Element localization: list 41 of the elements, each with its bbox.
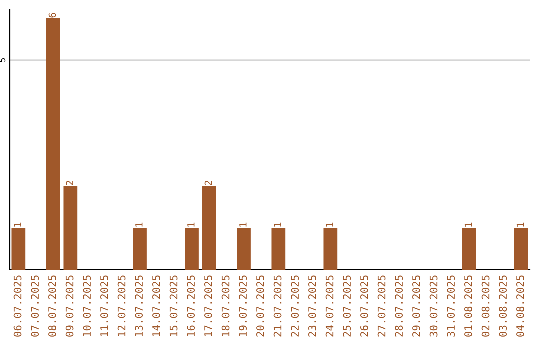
data-label: 1 (274, 222, 282, 227)
data-label: 6 (48, 13, 56, 18)
x-tick-label: 09.07.2025 (66, 276, 74, 337)
x-tick-label: 28.07.2025 (395, 276, 404, 337)
x-tick-label: 03.08.2025 (499, 276, 508, 337)
x-tick-label: 01.08.2025 (464, 276, 472, 337)
data-label: 2 (204, 181, 212, 186)
x-tick-label: 04.08.2025 (516, 276, 524, 337)
x-tick-label: 25.07.2025 (343, 276, 352, 337)
x-tick-label: 29.07.2025 (412, 276, 420, 337)
x-tick-label: 26.07.2025 (360, 276, 368, 337)
x-tick-label: 15.07.2025 (170, 276, 178, 336)
x-tick-label: 08.07.2025 (48, 276, 56, 337)
x-tick-label: 21.07.2025 (274, 276, 282, 337)
data-label: 1 (14, 222, 22, 227)
x-tick-label: 07.07.2025 (31, 276, 40, 337)
x-tick-label: 20.07.2025 (256, 276, 264, 337)
x-tick-label: 31.07.2025 (447, 276, 456, 337)
x-tick-label: 22.07.2025 (291, 276, 300, 337)
data-label: 1 (188, 222, 195, 227)
x-tick-label: 10.07.2025 (83, 276, 92, 336)
x-tick-label: 11.07.2025 (100, 276, 108, 336)
x-tick-label: 13.07.2025 (135, 276, 144, 336)
data-label: 1 (240, 222, 247, 227)
data-label: 1 (136, 222, 143, 227)
x-tick-label: 19.07.2025 (239, 276, 248, 336)
x-tick-label: 06.07.2025 (14, 276, 22, 337)
x-tick-label: 02.08.2025 (482, 276, 490, 337)
data-label: 1 (464, 222, 472, 227)
data-label: 1 (516, 222, 524, 227)
data-label: 2 (66, 181, 74, 186)
data-label: 1 (326, 222, 334, 227)
x-tick-label: 27.07.2025 (378, 276, 386, 337)
x-tick-label: 12.07.2025 (118, 276, 126, 336)
x-tick-label: 18.07.2025 (222, 276, 230, 336)
x-tick-label: 17.07.2025 (204, 276, 212, 336)
x-tick-label: 16.07.2025 (187, 276, 196, 336)
x-tick-label: 24.07.2025 (326, 276, 334, 337)
x-tick-label: 14.07.2025 (152, 276, 160, 336)
x-tick-label: 23.07.2025 (308, 276, 316, 337)
x-tick-label: 30.07.2025 (430, 276, 438, 337)
